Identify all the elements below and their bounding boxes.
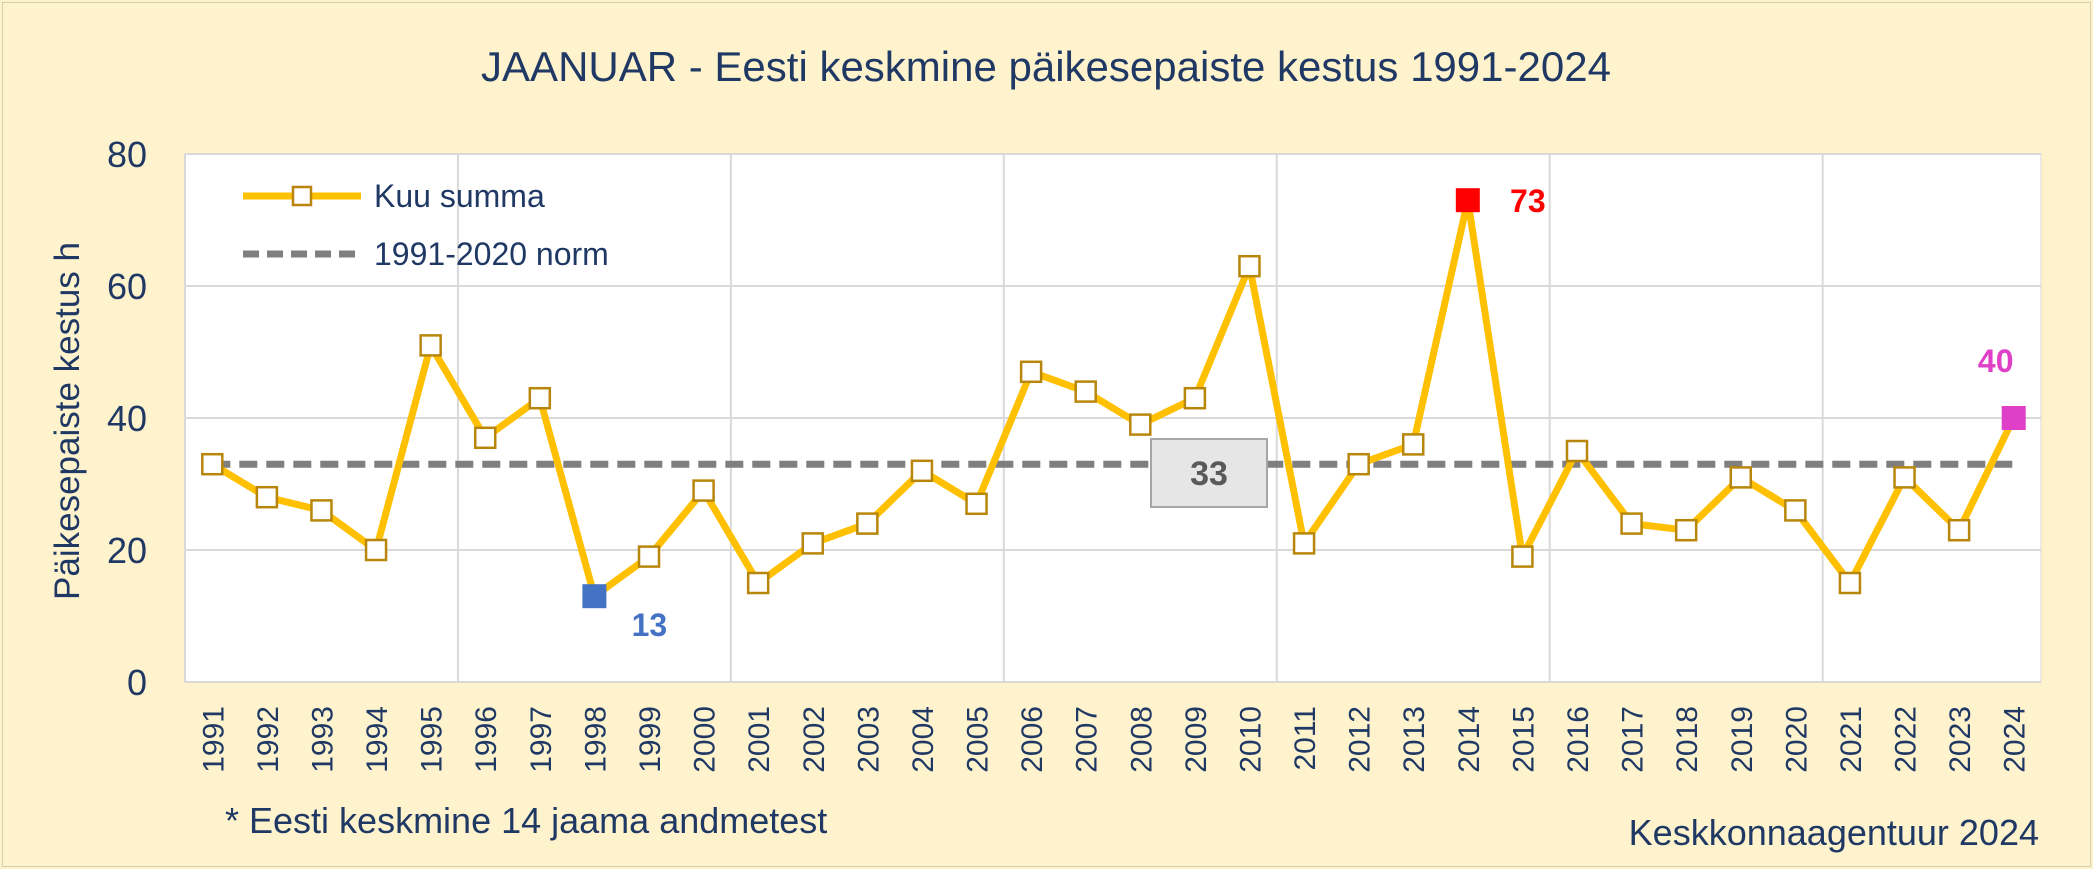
data-point-marker: [1019, 360, 1043, 384]
data-point-marker: [692, 479, 715, 502]
x-tick-label: 2012: [1344, 706, 1377, 773]
x-tick-label: 2014: [1453, 706, 1486, 773]
x-tick-label: 2018: [1671, 706, 1704, 773]
x-tick-label: 2004: [907, 706, 940, 773]
data-point-marker: [965, 492, 988, 516]
data-point-marker: [1893, 466, 1916, 489]
x-tick-label: 2009: [1180, 706, 1213, 773]
data-point-marker: [1784, 499, 1807, 522]
data-point-marker: [1347, 452, 1370, 476]
data-point-marker: [1729, 466, 1753, 489]
highlight-marker: [582, 584, 607, 609]
data-point-marker: [637, 545, 661, 568]
highlight-value-label: 40: [1978, 343, 2014, 379]
x-tick-label: 2024: [1999, 706, 2032, 773]
x-tick-label: 2022: [1890, 706, 1923, 773]
x-tick-label: 2001: [743, 706, 776, 773]
y-tick-label: 20: [107, 530, 147, 571]
x-tick-label: 2013: [1398, 706, 1431, 773]
highlight-value-label: 73: [1510, 183, 1546, 219]
data-point-marker: [419, 334, 442, 357]
x-tick-label: 2005: [962, 706, 995, 773]
monthly-sum-line: [210, 196, 2017, 600]
x-tick-label: 1993: [306, 706, 339, 773]
norm-value-box: [1150, 438, 1268, 508]
annotations: 13 73 40 33: [632, 183, 2014, 643]
data-point-marker: [910, 459, 934, 483]
legend-label-kuu-summa: Kuu summa: [374, 178, 545, 214]
y-tick-label: 80: [107, 134, 147, 175]
data-point-marker: [473, 426, 497, 450]
highlight-marker: [2001, 406, 2026, 430]
highlight-marker: [1455, 188, 1480, 213]
y-tick-label: 40: [107, 398, 147, 439]
norm-value-label: 33: [1190, 455, 1228, 493]
y-tick-label: 60: [107, 266, 147, 307]
chart-title: JAANUAR - Eesti keskmine päikesepaiste k…: [481, 43, 1611, 90]
x-tick-label: 2023: [1944, 706, 1977, 773]
data-point-marker: [746, 571, 770, 595]
data-point-marker: [1183, 386, 1207, 410]
data-point-marker: [1511, 545, 1534, 568]
data-point-marker: [1620, 512, 1643, 535]
x-tick-label: 2010: [1234, 706, 1267, 773]
x-tick-label: 1999: [634, 706, 667, 773]
data-point-marker: [201, 452, 224, 476]
data-point-marker: [1947, 518, 1971, 542]
x-tick-label: 2021: [1835, 706, 1868, 773]
y-tick-label: 0: [127, 662, 147, 703]
x-tick-label: 1996: [470, 706, 503, 773]
data-point-marker: [1074, 380, 1097, 403]
data-markers: [201, 188, 2026, 609]
data-point-marker: [364, 538, 388, 562]
data-point-marker: [528, 386, 552, 410]
x-tick-label: 2008: [1125, 706, 1158, 773]
highlight-value-label: 13: [632, 607, 668, 643]
x-tick-label: 2006: [1016, 706, 1049, 773]
data-point-marker: [310, 499, 333, 522]
source-label: Keskkonnaagentuur 2024: [1629, 812, 2039, 853]
data-point-marker: [856, 512, 879, 535]
data-point-marker: [1129, 413, 1152, 436]
x-tick-label: 2011: [1289, 706, 1322, 771]
x-tick-labels: 1991 1992 1993 1994 1995 1996 1997 1998 1999 2000…: [197, 706, 2031, 773]
x-tick-label: 2003: [852, 706, 885, 773]
data-point-marker: [255, 485, 279, 509]
x-tick-label: 2015: [1507, 706, 1540, 773]
data-point-marker: [1565, 439, 1589, 463]
x-tick-label: 2020: [1780, 706, 1813, 773]
x-tick-label: 1998: [579, 706, 612, 773]
x-tick-label: 1994: [361, 706, 394, 773]
legend: Kuu summa 1991-2020 norm: [243, 178, 609, 272]
y-axis-label: Päikesepaiste kestus h: [48, 242, 87, 600]
data-point-marker: [1292, 532, 1316, 555]
data-point-marker: [1401, 433, 1425, 456]
data-point-marker: [1238, 254, 1261, 278]
series-line-kuu-summa: [210, 196, 2017, 600]
x-tick-label: 2019: [1726, 706, 1759, 773]
x-tick-label: 2007: [1071, 706, 1104, 773]
x-tick-label: 2000: [689, 706, 722, 773]
sunshine-line-chart: JAANUAR - Eesti keskmine päikesepaiste k…: [48, 43, 2042, 853]
x-tick-label: 1991: [197, 706, 230, 773]
footnote: * Eesti keskmine 14 jaama andmetest: [225, 800, 827, 841]
data-point-marker: [1674, 518, 1698, 542]
data-point-marker: [801, 532, 825, 555]
x-tick-label: 1997: [525, 706, 558, 773]
x-tick-label: 2016: [1562, 706, 1595, 773]
legend-marker-kuu-summa: [291, 185, 313, 207]
x-tick-label: 2017: [1617, 706, 1650, 773]
legend-label-norm: 1991-2020 norm: [374, 236, 609, 272]
data-point-marker: [1838, 571, 1862, 595]
x-tick-label: 1995: [416, 706, 449, 773]
x-tick-label: 1992: [252, 706, 285, 773]
y-tick-labels: 0 20 40 60 80: [107, 134, 147, 703]
x-tick-label: 2002: [798, 706, 831, 773]
